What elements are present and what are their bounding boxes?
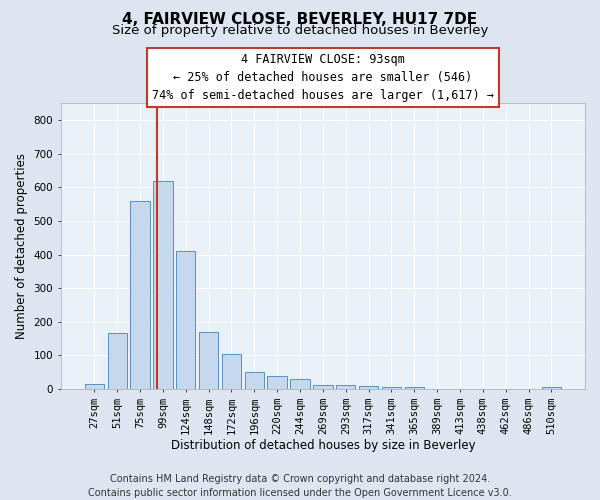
Bar bbox=[542, 387, 561, 389]
Bar bbox=[130, 201, 150, 389]
Bar bbox=[290, 378, 310, 389]
Bar bbox=[107, 334, 127, 389]
Bar bbox=[176, 251, 196, 389]
Text: Contains HM Land Registry data © Crown copyright and database right 2024.
Contai: Contains HM Land Registry data © Crown c… bbox=[88, 474, 512, 498]
Bar bbox=[404, 388, 424, 389]
X-axis label: Distribution of detached houses by size in Beverley: Distribution of detached houses by size … bbox=[170, 440, 475, 452]
Bar bbox=[313, 385, 332, 389]
Bar bbox=[245, 372, 264, 389]
Text: 4 FAIRVIEW CLOSE: 93sqm
← 25% of detached houses are smaller (546)
74% of semi-d: 4 FAIRVIEW CLOSE: 93sqm ← 25% of detache… bbox=[152, 53, 494, 102]
Bar bbox=[199, 332, 218, 389]
Bar bbox=[382, 387, 401, 389]
Text: 4, FAIRVIEW CLOSE, BEVERLEY, HU17 7DE: 4, FAIRVIEW CLOSE, BEVERLEY, HU17 7DE bbox=[122, 12, 478, 28]
Bar bbox=[268, 376, 287, 389]
Bar bbox=[222, 354, 241, 389]
Bar bbox=[359, 386, 379, 389]
Bar bbox=[85, 384, 104, 389]
Text: Size of property relative to detached houses in Beverley: Size of property relative to detached ho… bbox=[112, 24, 488, 37]
Y-axis label: Number of detached properties: Number of detached properties bbox=[15, 153, 28, 339]
Bar bbox=[153, 180, 173, 389]
Bar bbox=[336, 386, 355, 389]
